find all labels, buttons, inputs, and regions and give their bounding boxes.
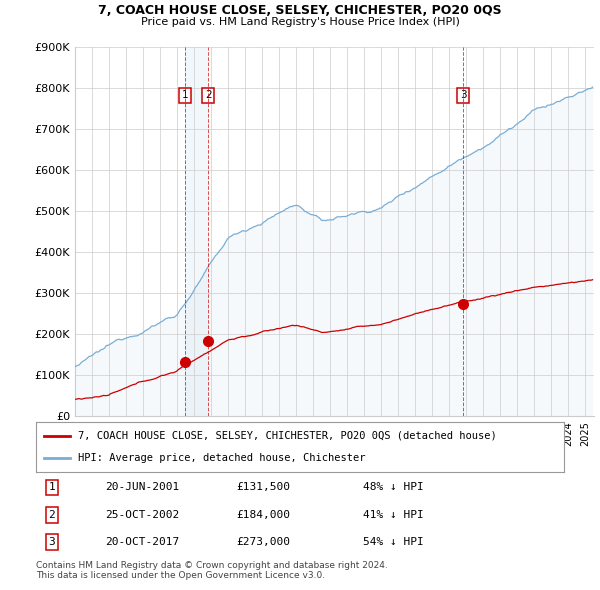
Text: 54% ↓ HPI: 54% ↓ HPI (364, 537, 424, 547)
Text: £131,500: £131,500 (236, 483, 290, 493)
Text: 48% ↓ HPI: 48% ↓ HPI (364, 483, 424, 493)
Text: HPI: Average price, detached house, Chichester: HPI: Average price, detached house, Chic… (78, 454, 366, 464)
Text: 7, COACH HOUSE CLOSE, SELSEY, CHICHESTER, PO20 0QS (detached house): 7, COACH HOUSE CLOSE, SELSEY, CHICHESTER… (78, 431, 497, 441)
Text: 3: 3 (49, 537, 55, 547)
Text: 2: 2 (49, 510, 55, 520)
Text: Contains HM Land Registry data © Crown copyright and database right 2024.: Contains HM Land Registry data © Crown c… (36, 560, 388, 569)
Text: 1: 1 (182, 90, 188, 100)
Text: 25-OCT-2002: 25-OCT-2002 (104, 510, 179, 520)
Bar (185, 47, 208, 416)
Text: £273,000: £273,000 (236, 537, 290, 547)
Text: 20-JUN-2001: 20-JUN-2001 (104, 483, 179, 493)
Text: Price paid vs. HM Land Registry's House Price Index (HPI): Price paid vs. HM Land Registry's House … (140, 17, 460, 27)
Text: £184,000: £184,000 (236, 510, 290, 520)
Text: 1: 1 (49, 483, 55, 493)
Text: 3: 3 (460, 90, 466, 100)
Text: 20-OCT-2017: 20-OCT-2017 (104, 537, 179, 547)
Text: 41% ↓ HPI: 41% ↓ HPI (364, 510, 424, 520)
Text: 2: 2 (205, 90, 211, 100)
Text: This data is licensed under the Open Government Licence v3.0.: This data is licensed under the Open Gov… (36, 571, 325, 580)
Text: 7, COACH HOUSE CLOSE, SELSEY, CHICHESTER, PO20 0QS: 7, COACH HOUSE CLOSE, SELSEY, CHICHESTER… (98, 4, 502, 17)
